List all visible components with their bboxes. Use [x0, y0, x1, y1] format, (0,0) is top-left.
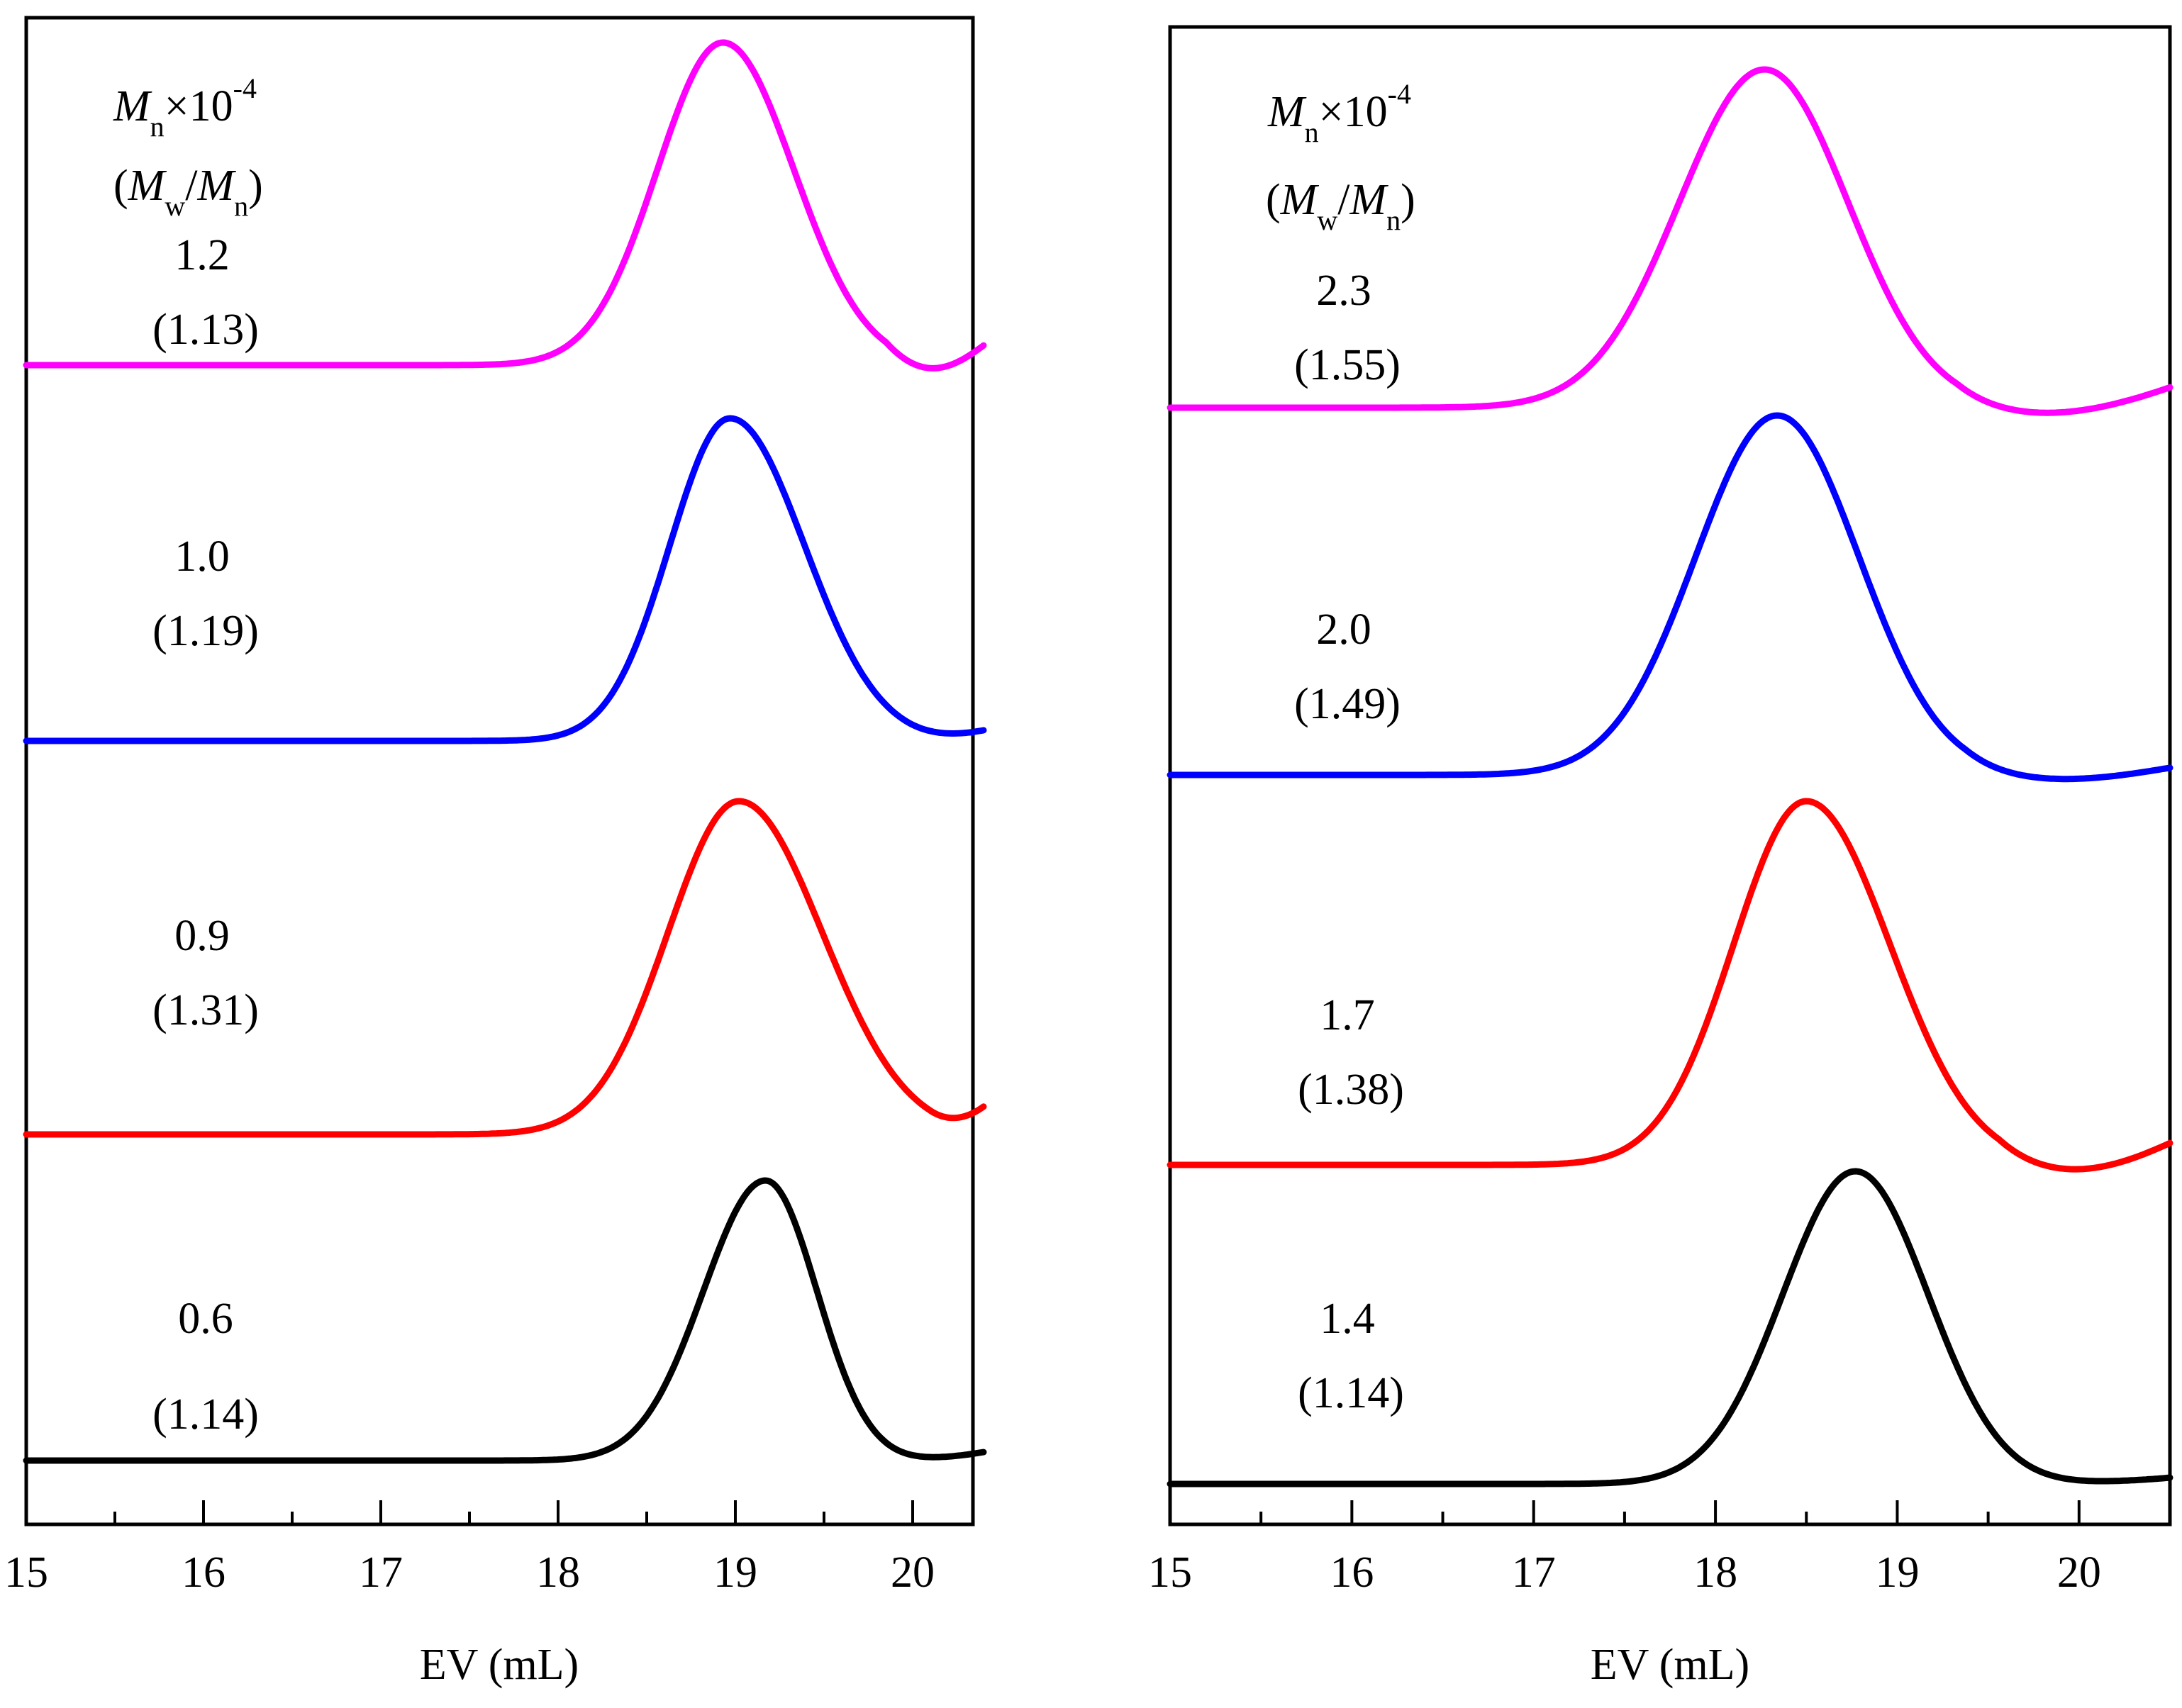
left-curves	[23, 39, 987, 1464]
right-series-line-1	[1167, 66, 2173, 416]
right-curves	[1167, 66, 2173, 1487]
left-series-line-1	[23, 39, 987, 372]
left-legend-header-mn: Mn×10-4	[113, 72, 257, 143]
left-x-ticks	[25, 1500, 914, 1524]
left-x-tick-labels: 15 16 17 18 19 20	[4, 1548, 935, 1597]
right-series-line-2	[1167, 412, 2173, 783]
right-label-pdi-4: (1.14)	[1298, 1369, 1404, 1417]
left-label-pdi-4: (1.14)	[152, 1390, 259, 1439]
left-series-line-3	[23, 798, 987, 1138]
left-label-mn-3: 0.9	[174, 912, 230, 960]
left-label-pdi-3: (1.31)	[152, 986, 259, 1034]
left-x-tick-label: 17	[359, 1548, 403, 1597]
left-label-pdi-1: (1.13)	[152, 306, 259, 354]
right-x-tick-label: 17	[1512, 1548, 1556, 1597]
right-x-tick-label: 16	[1330, 1548, 1374, 1597]
right-x-tick-label: 15	[1148, 1548, 1192, 1597]
left-x-tick-label: 16	[182, 1548, 226, 1597]
right-label-mn-1: 2.3	[1316, 267, 1371, 315]
left-label-mn-1: 1.2	[174, 231, 230, 279]
right-x-tick-label: 19	[1875, 1548, 1919, 1597]
left-x-axis-title: EV (mL)	[420, 1641, 579, 1689]
right-label-pdi-3: (1.38)	[1298, 1066, 1404, 1114]
right-label-mn-3: 1.7	[1320, 991, 1375, 1039]
right-series-line-4	[1167, 1168, 2173, 1487]
left-series-line-2	[23, 415, 987, 744]
left-series-line-4	[23, 1177, 987, 1464]
right-x-ticks	[1169, 1500, 2171, 1524]
right-x-tick-labels: 15 16 17 18 19 20	[1148, 1548, 2101, 1597]
left-panel: 15 16 17 18 19 20 EV (mL) Mn×10-4 (Mw/Mn) 1.2…	[4, 16, 987, 1689]
right-label-mn-4: 1.4	[1320, 1295, 1375, 1343]
right-label-pdi-2: (1.49)	[1294, 680, 1401, 728]
left-x-tick-label: 19	[713, 1548, 757, 1597]
right-x-axis-title: EV (mL)	[1591, 1641, 1749, 1689]
left-x-tick-label: 15	[4, 1548, 48, 1597]
right-label-pdi-1: (1.55)	[1294, 341, 1401, 389]
left-legend-header-pdi: (Mw/Mn)	[113, 162, 263, 222]
right-x-tick-label: 20	[2057, 1548, 2101, 1597]
right-legend-header-pdi: (Mw/Mn)	[1266, 176, 1415, 236]
left-label-mn-4: 0.6	[178, 1295, 233, 1343]
right-x-tick-label: 18	[1693, 1548, 1737, 1597]
left-x-tick-label: 20	[891, 1548, 935, 1597]
left-label-mn-2: 1.0	[174, 532, 230, 581]
left-x-tick-label: 18	[536, 1548, 580, 1597]
left-plot-frame	[24, 16, 975, 1526]
left-label-pdi-2: (1.19)	[152, 607, 259, 655]
right-label-mn-2: 2.0	[1316, 605, 1371, 654]
right-series-line-3	[1167, 798, 2173, 1173]
right-legend-header-mn: Mn×10-4	[1267, 78, 1411, 148]
right-panel: 15 16 17 18 19 20 EV (mL) Mn×10-4 (Mw/Mn) 2.3…	[1148, 25, 2173, 1689]
